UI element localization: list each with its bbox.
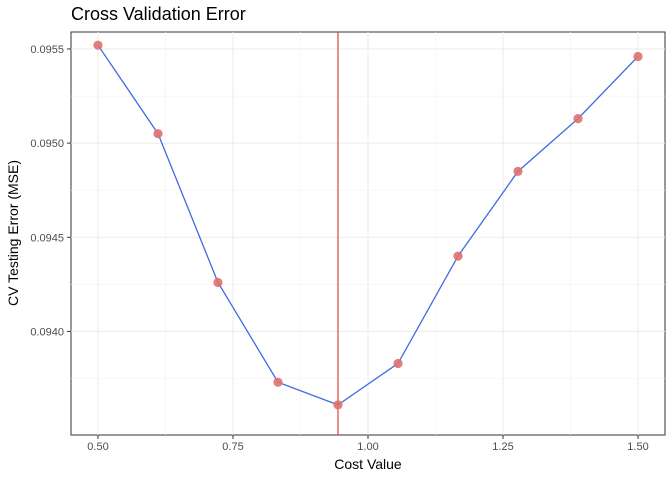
data-point xyxy=(633,51,643,62)
data-point xyxy=(573,114,583,124)
x-axis-title: Cost Value xyxy=(334,456,402,472)
data-point xyxy=(513,166,523,176)
series-error xyxy=(93,40,643,410)
data-point xyxy=(273,377,283,387)
data-point xyxy=(453,251,463,261)
y-axis-title: CV Testing Error (MSE) xyxy=(5,160,21,306)
data-point xyxy=(333,400,343,410)
data-point xyxy=(93,40,103,50)
x-tick-label: 1.50 xyxy=(627,441,648,453)
data-point xyxy=(213,277,223,288)
y-tick-label: 0.0950 xyxy=(30,138,64,150)
y-tick-label: 0.0940 xyxy=(30,326,64,338)
data-point xyxy=(153,129,163,139)
y-tick-label: 0.0955 xyxy=(30,44,64,56)
x-axis-ticks: 0.50 0.75 1.00 1.25 1.50 xyxy=(87,435,649,453)
series-line xyxy=(97,44,639,406)
data-point xyxy=(393,358,403,369)
x-tick-label: 1.00 xyxy=(357,441,378,453)
y-axis-ticks: 0.0940 0.0945 0.0950 0.0955 xyxy=(30,44,71,338)
x-tick-label: 0.50 xyxy=(87,441,108,453)
x-tick-label: 0.75 xyxy=(222,441,243,453)
y-tick-label: 0.0945 xyxy=(30,232,64,244)
x-tick-label: 1.25 xyxy=(492,441,513,453)
chart-title: Cross Validation Error xyxy=(71,4,246,24)
grid-lines xyxy=(71,32,665,435)
